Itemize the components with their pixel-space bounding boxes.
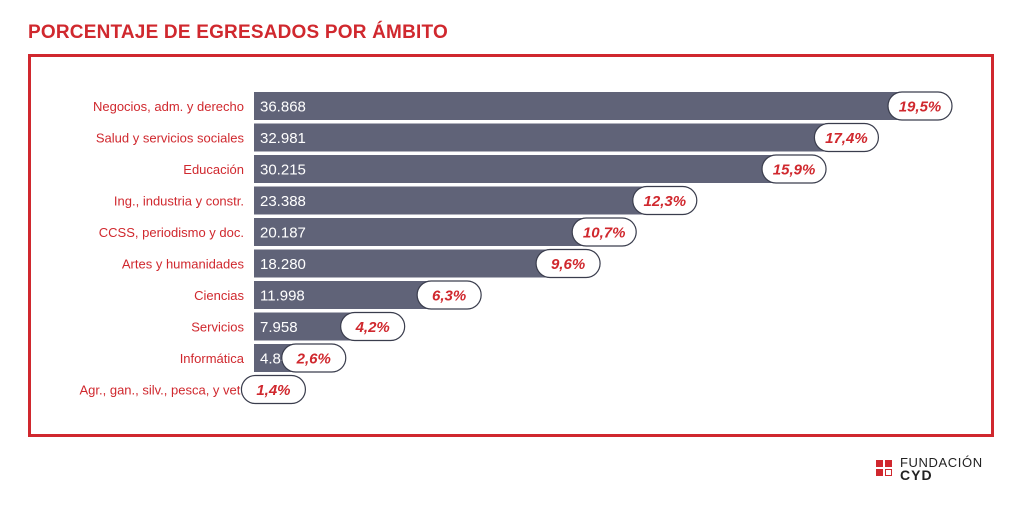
value-label: 36.868 xyxy=(260,99,306,116)
percent-pill xyxy=(632,185,698,216)
bar xyxy=(254,218,591,246)
category-label: Negocios, adm. y derecho xyxy=(93,99,244,114)
percent-label: 15,9% xyxy=(773,162,816,179)
percent-label: 19,5% xyxy=(899,99,942,116)
percent-label: 4,2% xyxy=(355,319,390,336)
category-label: CCSS, periodismo y doc. xyxy=(99,225,244,240)
percent-label: 6,3% xyxy=(432,288,466,305)
category-label: Ing., industria y constr. xyxy=(114,194,244,209)
bar xyxy=(254,249,555,278)
percent-label: 1,4% xyxy=(256,382,290,399)
percent-label: 2,6% xyxy=(296,351,331,368)
category-label: Artes y humanidades xyxy=(122,257,245,272)
category-label: Agr., gan., silv., pesca, y vet. xyxy=(80,383,245,398)
bar xyxy=(254,186,651,215)
percent-pill xyxy=(240,374,307,405)
bar xyxy=(254,123,833,152)
percent-pill xyxy=(340,311,406,342)
percent-label: 9,6% xyxy=(551,256,585,273)
percent-pill xyxy=(535,248,601,279)
logo-line2: CYD xyxy=(900,467,933,483)
percent-pill xyxy=(416,280,482,310)
percent-label: 10,7% xyxy=(583,225,626,242)
category-label: Informática xyxy=(180,351,245,366)
category-label: Salud y servicios sociales xyxy=(96,131,245,146)
value-label: 11.998 xyxy=(260,288,305,305)
value-label: 7.958 xyxy=(260,319,298,336)
value-label: 30.215 xyxy=(260,162,306,179)
value-label: 18.280 xyxy=(260,256,306,273)
logo-line1: FUNDACIÓN xyxy=(900,455,983,470)
percent-pill xyxy=(571,217,637,247)
percent-pill xyxy=(281,343,347,373)
percent-label: 12,3% xyxy=(644,193,687,210)
chart-frame xyxy=(28,54,994,437)
category-label: Ciencias xyxy=(194,288,244,303)
value-label: 23.388 xyxy=(260,193,306,210)
bar xyxy=(254,155,781,183)
fundacion-cyd-logo: FUNDACIÓN CYD xyxy=(876,456,983,482)
value-label: 32.981 xyxy=(260,130,306,147)
cyd-logo-icon xyxy=(876,460,894,478)
percent-pill xyxy=(813,122,880,153)
bar xyxy=(254,281,436,309)
category-label: Educación xyxy=(183,162,244,177)
percent-pill xyxy=(887,91,953,121)
percent-pill xyxy=(761,154,827,184)
bar xyxy=(254,92,906,120)
value-label: 20.187 xyxy=(260,225,306,242)
chart-title: PORCENTAJE DE EGRESADOS POR ÁMBITO xyxy=(28,22,448,43)
category-label: Servicios xyxy=(191,320,244,335)
percent-label: 17,4% xyxy=(825,130,868,147)
